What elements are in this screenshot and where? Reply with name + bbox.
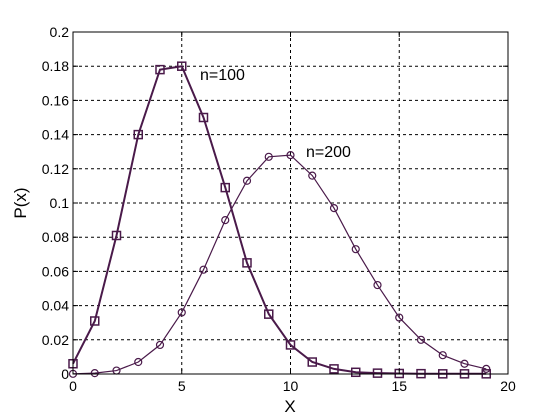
x-tick-label: 20 [500, 378, 516, 394]
y-tick-label: 0.1 [50, 195, 70, 211]
y-tick-label: 0.06 [42, 263, 69, 279]
x-axis-label: X [284, 397, 295, 416]
y-axis-label: P(x) [11, 187, 30, 218]
data-point-square [285, 340, 296, 350]
data-point-circle [177, 308, 186, 317]
data-point-circle [155, 340, 165, 350]
data-point-square [198, 112, 209, 123]
data-point-square [329, 364, 339, 374]
y-tick-label: 0.14 [42, 127, 69, 143]
data-point-circle [264, 152, 273, 161]
series-label-1: n=100 [200, 67, 245, 84]
grid [73, 32, 508, 374]
series-label-2: n=200 [306, 144, 351, 161]
y-tick-label: 0.08 [42, 229, 69, 245]
data-point-circle [373, 280, 382, 290]
annotations: n=100 n=200 [200, 67, 351, 161]
data-point-circle [460, 359, 469, 368]
data-point-circle [351, 245, 360, 254]
data-point-circle [90, 369, 99, 378]
data-point-circle [221, 216, 230, 225]
data-point-circle [286, 151, 295, 160]
data-point-circle [482, 364, 491, 373]
data-point-circle [438, 351, 447, 360]
data-point-square [90, 316, 100, 326]
data-point-square [111, 230, 122, 241]
ticks: 0 5 10 15 20 0 0.02 0.04 0.06 0.08 0.1 0.12 0.14 0.16… [42, 24, 516, 394]
y-tick-label: 0.02 [42, 332, 69, 348]
x-tick-label: 0 [69, 378, 77, 394]
data-point-square [242, 258, 252, 268]
data-point-circle [199, 265, 208, 274]
y-tick-label: 0.2 [50, 24, 70, 40]
data-point-square [155, 64, 165, 75]
x-tick-label: 5 [178, 378, 186, 394]
data-point-square [220, 182, 230, 193]
data-point-circle [134, 357, 143, 367]
data-point-square [133, 129, 143, 140]
data-point-circle [395, 313, 404, 322]
data-point-square [177, 61, 187, 71]
series-line-2 [72, 154, 487, 375]
data-point-square [372, 368, 383, 378]
y-tick-label: 0.16 [42, 92, 69, 108]
y-tick-label: 0.12 [42, 161, 69, 177]
y-tick-label: 0.18 [42, 58, 69, 74]
x-tick-label: 15 [391, 378, 407, 394]
data-point-square [264, 309, 274, 319]
data-point-circle [416, 335, 426, 344]
x-tick-label: 10 [283, 378, 299, 394]
data-point-circle [308, 171, 317, 180]
y-tick-label: 0.04 [42, 298, 69, 314]
data-point-square [307, 357, 317, 367]
data-point-square [351, 367, 361, 378]
data-point-circle [242, 176, 252, 185]
y-tick-label: 0 [61, 366, 69, 382]
data-point-circle [329, 204, 339, 213]
